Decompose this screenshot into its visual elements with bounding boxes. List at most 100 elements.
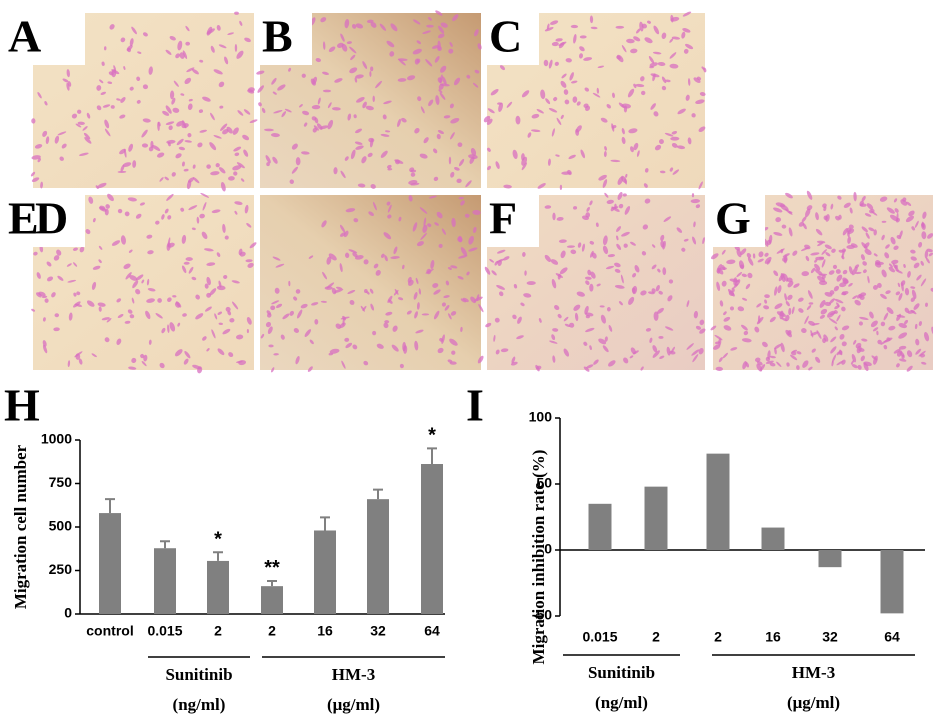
- cell: [872, 327, 879, 332]
- cell: [62, 78, 69, 83]
- y-tick-label: 250: [49, 561, 73, 577]
- cell: [47, 276, 54, 282]
- cell: [889, 263, 893, 268]
- cell: [854, 299, 861, 306]
- cell: [438, 83, 444, 90]
- cell: [393, 246, 398, 255]
- cell: [147, 250, 154, 255]
- cell: [604, 192, 609, 198]
- cell: [119, 148, 127, 155]
- cell: [175, 153, 182, 159]
- cell: [307, 366, 313, 372]
- cell: [773, 232, 783, 236]
- cell: [693, 77, 701, 83]
- cell: [148, 146, 154, 152]
- cell: [384, 320, 390, 324]
- cell: [633, 36, 641, 42]
- cell: [669, 63, 679, 69]
- cell: [499, 65, 506, 71]
- cell: [736, 249, 742, 258]
- cell: [260, 333, 265, 339]
- cell: [773, 270, 779, 277]
- cell: [766, 239, 772, 246]
- cell: [376, 343, 384, 349]
- cell: [513, 283, 518, 289]
- cell: [53, 327, 60, 332]
- cell: [410, 169, 417, 173]
- y-tick-label: 0: [64, 605, 72, 621]
- cell: [491, 270, 497, 276]
- cell: [851, 266, 858, 276]
- cell: [136, 99, 141, 104]
- cell: [745, 362, 750, 368]
- cell: [42, 130, 48, 137]
- cell: [179, 52, 185, 59]
- cell: [907, 270, 911, 278]
- cell: [192, 364, 202, 370]
- cell: [420, 106, 425, 114]
- cell: [559, 184, 563, 190]
- cell: [889, 214, 899, 222]
- cell: [30, 171, 36, 177]
- cell: [830, 346, 837, 354]
- cell: [78, 358, 83, 365]
- cell: [246, 316, 252, 325]
- cell: [141, 360, 147, 367]
- cell: [272, 91, 277, 95]
- cell: [565, 58, 572, 63]
- cell: [234, 201, 243, 205]
- cell: [691, 113, 696, 118]
- y-tick-label: 0: [544, 541, 552, 557]
- cell: [57, 131, 67, 136]
- cell: [922, 211, 927, 219]
- cell: [426, 268, 432, 275]
- cell: [123, 66, 126, 70]
- cell: [738, 260, 745, 270]
- cell: [199, 59, 204, 63]
- cell: [848, 266, 853, 275]
- cell: [228, 176, 235, 181]
- cell: [416, 302, 420, 310]
- cell: [438, 25, 445, 34]
- cell: [586, 364, 594, 369]
- cell: [458, 254, 468, 259]
- cell: [92, 265, 101, 270]
- cell: [288, 280, 291, 287]
- bar: [99, 513, 121, 614]
- cell: [320, 300, 328, 303]
- cell: [630, 146, 634, 153]
- cell: [428, 17, 432, 21]
- cell: [183, 358, 189, 365]
- cell: [815, 356, 821, 363]
- cell: [506, 101, 513, 108]
- cell: [327, 102, 332, 109]
- cell: [79, 246, 85, 253]
- cell: [40, 181, 43, 189]
- cell: [607, 254, 615, 258]
- cell: [311, 105, 321, 110]
- cell: [186, 180, 192, 190]
- cell: [568, 154, 576, 160]
- cell: [167, 297, 172, 303]
- cell: [487, 108, 495, 114]
- cell: [164, 176, 169, 181]
- cell: [472, 82, 479, 88]
- cell: [366, 291, 370, 295]
- cell: [217, 348, 225, 356]
- cell: [915, 338, 920, 346]
- cell: [191, 227, 196, 231]
- cell: [173, 80, 179, 87]
- cell: [383, 322, 389, 329]
- cell: [767, 350, 771, 360]
- cell: [135, 213, 142, 219]
- cell: [512, 314, 517, 320]
- cell: [802, 223, 807, 230]
- cell: [652, 51, 662, 55]
- cell: [270, 133, 280, 138]
- cell: [745, 283, 751, 290]
- cell: [127, 197, 137, 202]
- cell: [218, 44, 227, 49]
- cell: [314, 117, 319, 124]
- cell: [341, 360, 346, 369]
- cell: [202, 336, 207, 341]
